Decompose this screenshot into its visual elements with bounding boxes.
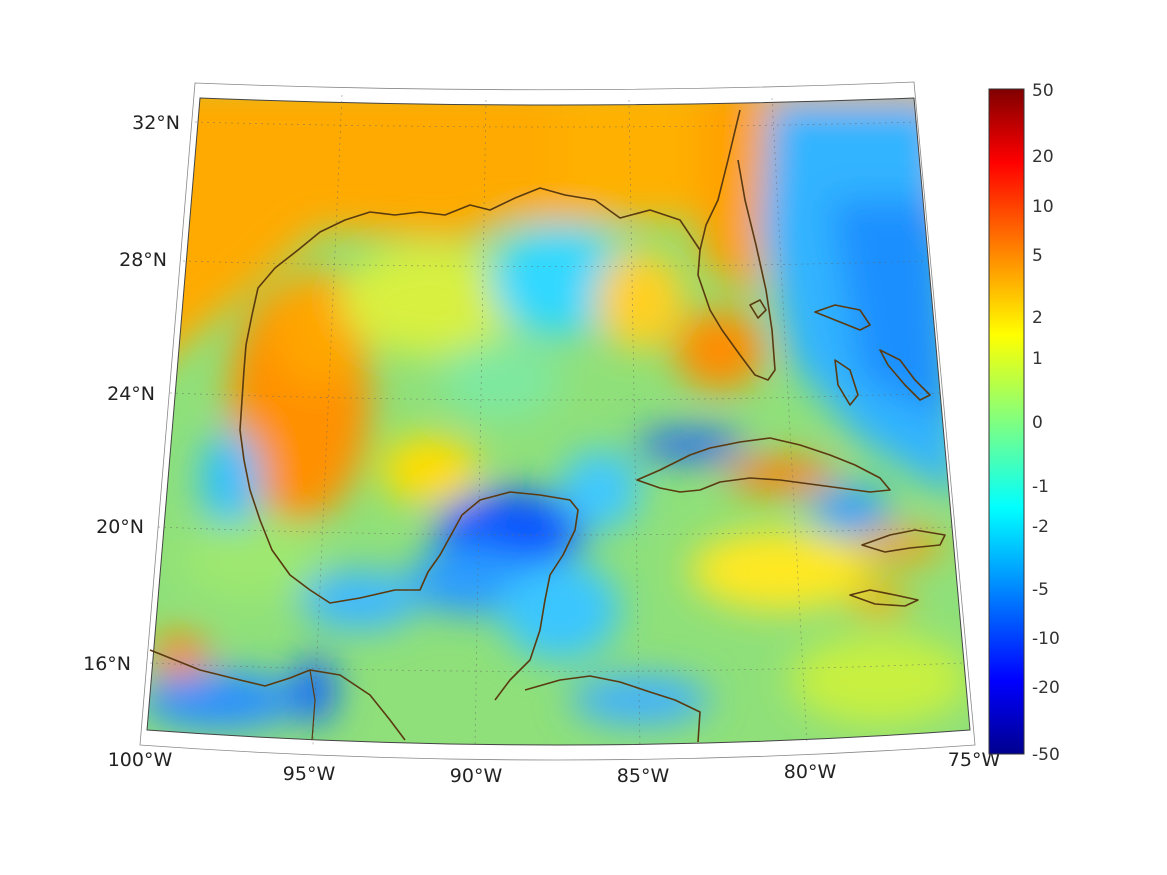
coastlines — [149, 109, 946, 743]
colorbar-tick-label: 10 — [1032, 197, 1054, 217]
lon-label: 85°W — [617, 765, 670, 787]
gulf-coast — [239, 109, 776, 701]
lon-label: 75°W — [948, 749, 1001, 771]
jamaica-coast — [849, 589, 919, 607]
lat-label: 20°N — [96, 516, 144, 538]
lat-label: 32°N — [132, 112, 180, 134]
map-field — [147, 98, 970, 745]
mexico-border — [309, 669, 316, 741]
map-frame — [146, 97, 971, 746]
lat-label: 28°N — [119, 249, 167, 271]
latitude-labels: 32°N 28°N 24°N 20°N 16°N — [83, 112, 180, 675]
lake-okeechobee — [749, 299, 767, 319]
colorbar-tick-label: 5 — [1032, 246, 1043, 266]
map-frame-outer — [139, 81, 976, 761]
lon-label: 80°W — [784, 761, 837, 783]
cuba-coast — [636, 437, 891, 493]
lon-label: 95°W — [283, 763, 336, 785]
colorbar: 50 20 10 5 2 1 0 -1 -2 -5 -10 -20 -50 — [988, 81, 1060, 765]
colorbar-tick-label: -1 — [1032, 477, 1049, 497]
lon-label: 100°W — [108, 749, 173, 771]
bahamas-coast — [814, 304, 931, 406]
colorbar-gradient — [988, 88, 1025, 755]
colorbar-tick-label: -10 — [1032, 629, 1060, 649]
hispaniola-coast — [861, 529, 946, 553]
lat-label: 24°N — [107, 383, 155, 405]
lat-label: 16°N — [83, 653, 131, 675]
colorbar-tick-label: -5 — [1032, 580, 1049, 600]
colorbar-tick-label: -50 — [1032, 745, 1060, 765]
colorbar-tick-label: 0 — [1032, 413, 1043, 433]
longitude-labels: 100°W 95°W 90°W 85°W 80°W 75°W — [108, 749, 1001, 787]
central-america-coast — [149, 649, 701, 743]
colorbar-tick-label: 50 — [1032, 81, 1054, 101]
colorbar-tick-label: -2 — [1032, 517, 1049, 537]
colorbar-tick-label: 2 — [1032, 308, 1043, 328]
lon-label: 90°W — [450, 765, 503, 787]
colorbar-tick-label: 20 — [1032, 147, 1054, 167]
colorbar-tick-label: -20 — [1032, 678, 1060, 698]
colorbar-tick-label: 1 — [1032, 349, 1043, 369]
